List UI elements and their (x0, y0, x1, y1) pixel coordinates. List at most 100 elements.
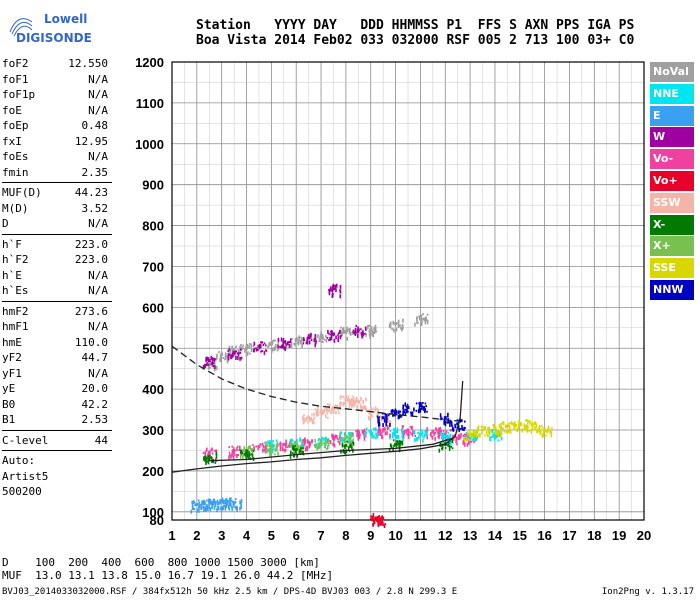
param-value: 273.6 (74, 304, 108, 318)
series-nnw (376, 401, 466, 433)
echo-mark (327, 439, 330, 444)
echo-mark (500, 432, 502, 437)
logo-line1: Lowell (44, 12, 87, 26)
param-row-d: D N/A (2, 216, 114, 232)
echo-mark (219, 501, 222, 504)
echo-mark (425, 405, 428, 408)
echo-mark (263, 449, 266, 452)
series-sse (463, 418, 553, 443)
echo-mark (226, 355, 229, 360)
series-w (202, 283, 367, 370)
echo-mark (238, 445, 241, 450)
echo-mark (329, 403, 331, 406)
echo-mark (399, 413, 401, 418)
echo-mark (306, 447, 308, 452)
echo-mark (340, 326, 342, 329)
echo-mark (271, 340, 274, 345)
echo-mark (204, 452, 207, 457)
echo-mark (382, 521, 384, 526)
echo-mark (302, 342, 305, 345)
echo-mark (416, 438, 418, 441)
echo-mark (307, 334, 310, 339)
echo-mark (379, 415, 382, 418)
param-row-fmin: fmin 2.35 (2, 165, 114, 181)
echo-mark (228, 451, 231, 454)
param-label: B1 (2, 413, 16, 426)
echo-mark (547, 428, 549, 433)
echo-mark (207, 367, 210, 370)
echo-mark (342, 395, 345, 398)
echo-mark (272, 443, 275, 448)
echo-mark (197, 499, 200, 502)
echo-mark (235, 355, 237, 360)
echo-mark (477, 428, 479, 433)
x-tick-label: 8 (342, 528, 349, 543)
echo-mark (354, 403, 356, 406)
echo-mark (442, 432, 445, 435)
echo-mark (444, 421, 447, 424)
echo-mark (359, 404, 362, 409)
echo-mark (250, 343, 253, 348)
echo-mark (320, 442, 323, 447)
echo-mark (221, 497, 224, 502)
echo-mark (227, 350, 230, 353)
echo-mark (493, 424, 495, 429)
y-tick-label: 100 (142, 505, 164, 520)
echo-mark (486, 430, 488, 435)
x-tick-label: 5 (268, 528, 275, 543)
echo-mark (376, 434, 379, 439)
echo-mark (340, 436, 343, 441)
echo-mark (207, 366, 210, 369)
echo-mark (499, 432, 501, 437)
echo-mark (497, 431, 500, 434)
echo-mark (473, 439, 476, 442)
echo-mark (391, 432, 394, 437)
echo-mark (192, 506, 194, 511)
echo-mark (232, 447, 235, 452)
echo-mark (212, 498, 215, 503)
param-label: B0 (2, 397, 16, 411)
echo-mark (331, 407, 333, 412)
echo-mark (260, 350, 262, 353)
echo-mark (433, 432, 435, 437)
param-value: 12.550 (68, 57, 108, 70)
echo-mark (311, 413, 313, 416)
echo-mark (214, 461, 217, 464)
x-tick-label: 20 (637, 528, 651, 543)
param-label: MUF(D) (2, 186, 42, 199)
echo-mark (527, 424, 529, 429)
echo-mark (394, 433, 396, 438)
echo-mark (395, 440, 398, 443)
echo-mark (261, 341, 263, 344)
data-point (331, 332, 335, 336)
echo-mark (207, 460, 210, 465)
echo-mark (265, 443, 268, 448)
echo-mark (369, 334, 371, 339)
echo-mark (387, 412, 389, 415)
echo-mark (420, 428, 422, 431)
echo-mark (325, 437, 328, 440)
echo-mark (503, 430, 506, 433)
echo-mark (339, 436, 341, 439)
echo-mark (334, 404, 337, 409)
echo-mark (339, 401, 342, 406)
echo-mark (237, 445, 239, 448)
echo-mark (508, 425, 511, 428)
echo-mark (265, 449, 267, 454)
echo-mark (402, 408, 405, 413)
param-label: foF1p (2, 88, 36, 101)
echo-mark (374, 329, 377, 334)
echo-mark (487, 435, 490, 438)
echo-mark (402, 404, 404, 409)
echo-mark (465, 433, 467, 436)
x-tick-label: 7 (317, 528, 324, 543)
echo-mark (466, 433, 469, 438)
auto-scaling-line: Auto: (2, 454, 36, 467)
echo-mark (335, 412, 337, 415)
echo-mark (380, 521, 383, 526)
echo-mark (443, 435, 446, 438)
echo-mark (294, 443, 297, 446)
echo-mark (373, 519, 376, 524)
echo-mark (363, 428, 366, 433)
echo-mark (225, 503, 228, 508)
